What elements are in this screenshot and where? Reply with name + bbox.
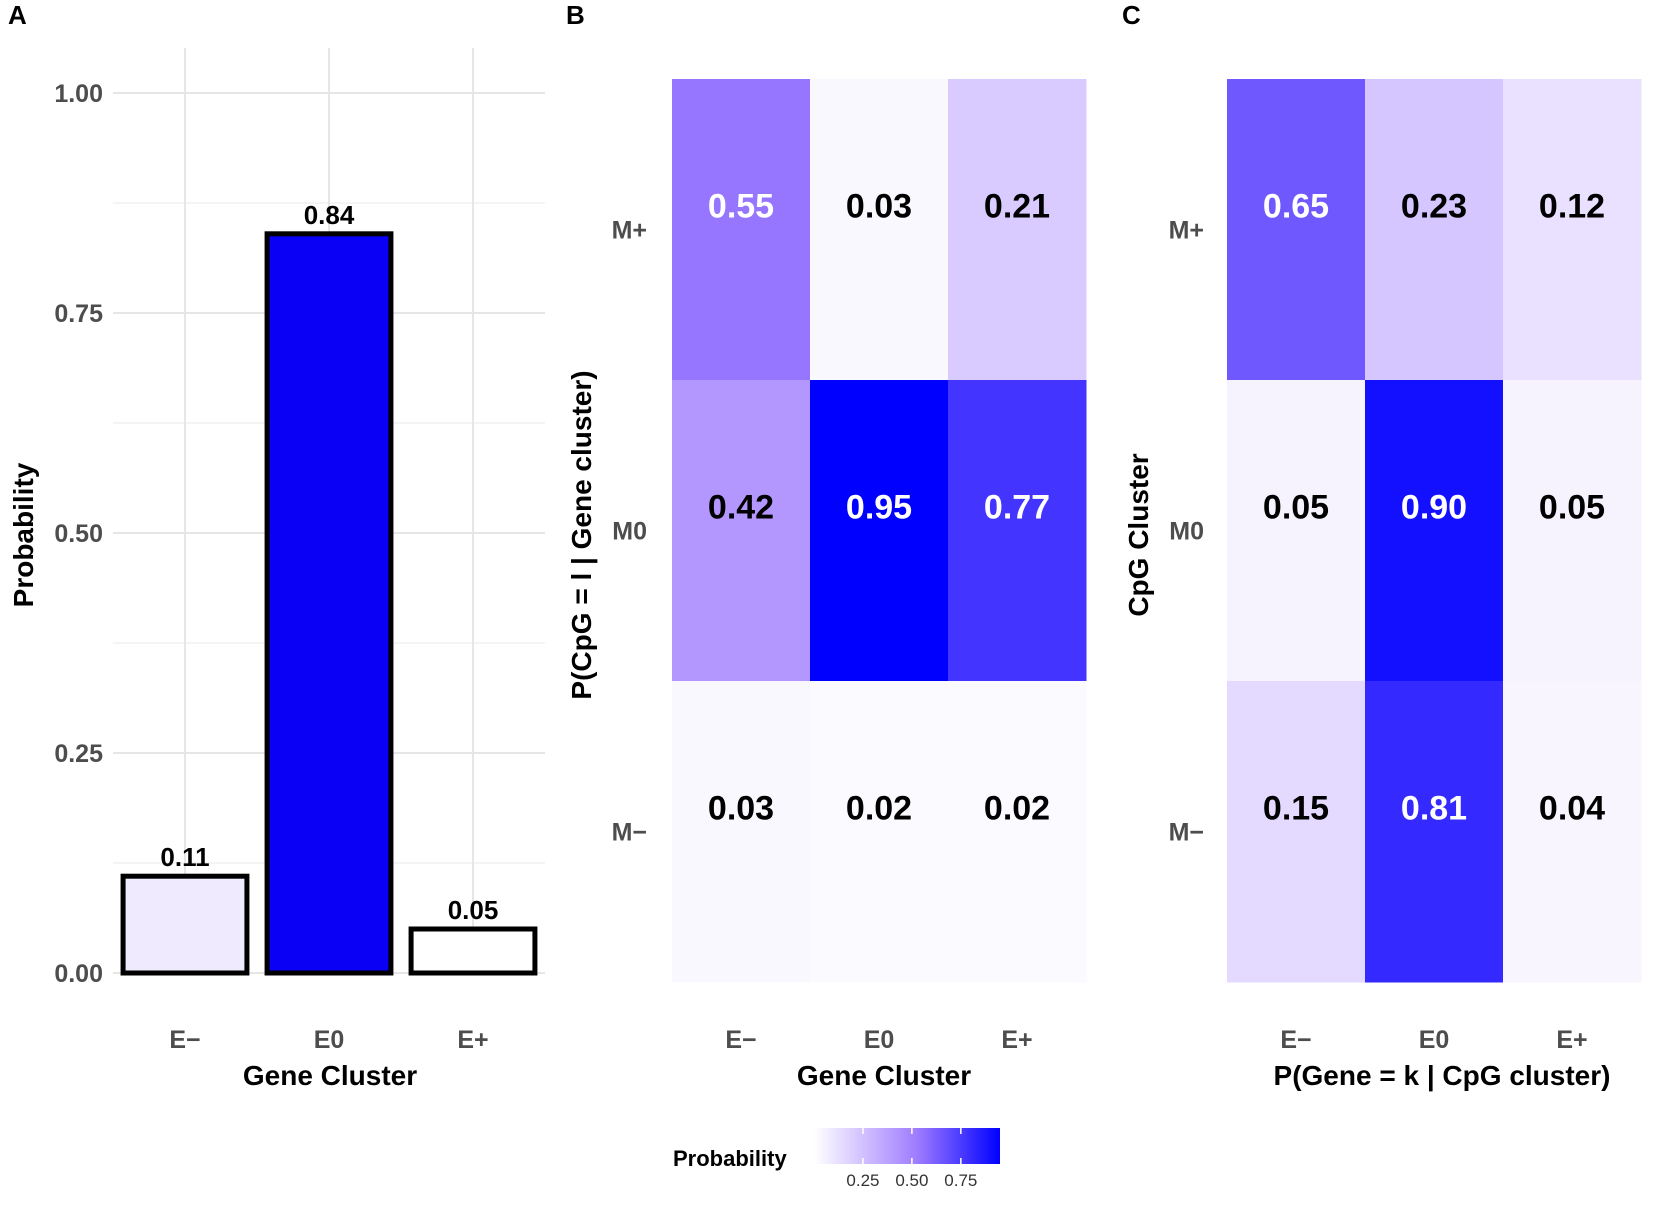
bar (408, 926, 538, 976)
y-tick-label: M− (1169, 819, 1204, 847)
heatmap-cell (672, 380, 811, 682)
heatmap-cell (948, 79, 1087, 381)
legend-ticks: 0.25 0.50 0.75 (846, 1128, 977, 1190)
heatmap-cell (1503, 681, 1642, 983)
y-tick-label: M0 (1169, 518, 1204, 546)
heatmap-cell-label: 0.05 (1539, 488, 1605, 526)
heatmap-b-y-ticks: M+ M0 M− (612, 217, 647, 847)
heatmap-b-cells (672, 79, 1087, 983)
heatmap-c-panel: 0.65 0.23 0.120.05 0.90 0.050.15 0.81 0.04 M+M… (1123, 79, 1642, 1091)
panel-b-letter: B (566, 0, 585, 30)
legend-title: Probability (673, 1146, 787, 1171)
heatmap-cell-label: 0.65 (1263, 187, 1329, 225)
y-tick-label: 0.00 (54, 960, 103, 988)
heatmap-cell-label: 0.21 (984, 187, 1050, 225)
heatmap-cell-label: 0.02 (984, 789, 1050, 827)
legend-tick-label: 0.25 (846, 1171, 879, 1190)
panel-c-letter: C (1122, 0, 1141, 30)
bar-chart-bars (120, 231, 538, 976)
bar-value-label: 0.05 (448, 895, 499, 925)
x-tick-label: E− (1280, 1026, 1311, 1054)
heatmap-c-y-ticks: M+ M0 M− (1169, 217, 1204, 847)
heatmap-cell-label: 0.15 (1263, 789, 1329, 827)
heatmap-cell (810, 380, 949, 682)
y-tick-label: 0.25 (54, 740, 103, 768)
heatmap-cell (1503, 79, 1642, 381)
y-tick-label: M+ (612, 217, 647, 245)
heatmap-b-x-title: Gene Cluster (797, 1060, 971, 1091)
x-tick-label: E0 (314, 1026, 345, 1054)
y-tick-label: 0.50 (54, 520, 103, 548)
bar-chart-panel: 0.00 0.25 0.50 0.75 1.00 0.11 0.84 0.05 E− E0 E+… (8, 48, 545, 1091)
heatmap-b-panel: 0.55 0.03 0.210.42 0.95 0.770.03 0.02 0.02 M+M… (566, 79, 1087, 1091)
y-tick-label: 0.75 (54, 300, 103, 328)
heatmap-cell-label: 0.02 (846, 789, 912, 827)
legend-tick-label: 0.75 (944, 1171, 977, 1190)
heatmap-b-y-title: P(CpG = l | Gene cluster) (566, 370, 597, 699)
legend-colorbar (814, 1128, 1000, 1164)
heatmap-cell-label: 0.03 (708, 789, 774, 827)
heatmap-cell-label: 0.55 (708, 187, 774, 225)
heatmap-c-x-ticks: E− E0 E+ (1280, 1026, 1587, 1054)
heatmap-b-x-ticks: E− E0 E+ (725, 1026, 1032, 1054)
x-tick-label: E0 (864, 1026, 895, 1054)
heatmap-cell-label: 0.12 (1539, 187, 1605, 225)
heatmap-cell (1227, 79, 1366, 381)
heatmap-cell (810, 681, 949, 983)
legend-tick-label: 0.50 (895, 1171, 928, 1190)
y-tick-label: M− (612, 819, 647, 847)
bar-chart-y-title: Probability (8, 462, 39, 607)
bar-chart-value-labels: 0.11 0.84 0.05 (160, 200, 498, 925)
x-tick-label: E+ (1001, 1026, 1032, 1054)
heatmap-c-cells (1227, 79, 1642, 983)
bar-chart-y-ticks: 0.00 0.25 0.50 0.75 1.00 (54, 80, 103, 988)
heatmap-cell-label: 0.81 (1401, 789, 1467, 827)
heatmap-cell (948, 380, 1087, 682)
x-tick-label: E+ (1556, 1026, 1587, 1054)
heatmap-cell (948, 681, 1087, 983)
y-tick-label: M0 (612, 518, 647, 546)
heatmap-c-x-title: P(Gene = k | CpG cluster) (1274, 1060, 1611, 1091)
heatmap-cell (1365, 79, 1504, 381)
x-tick-label: E+ (457, 1026, 488, 1054)
bar-value-label: 0.11 (160, 842, 209, 872)
bar-chart-x-ticks: E− E0 E+ (169, 1026, 488, 1054)
heatmap-b-cell-labels: 0.55 0.03 0.21 0.42 0.95 0.77 0.03 0.02 0.02 (708, 187, 1050, 827)
heatmap-cell-label: 0.04 (1539, 789, 1605, 827)
heatmap-c-y-title: CpG Cluster (1123, 453, 1154, 616)
x-tick-label: E0 (1419, 1026, 1450, 1054)
heatmap-cell-label: 0.05 (1263, 488, 1329, 526)
heatmap-cell (1365, 681, 1504, 983)
heatmap-cell (1503, 380, 1642, 682)
x-tick-label: E− (725, 1026, 756, 1054)
heatmap-cell-label: 0.90 (1401, 488, 1467, 526)
heatmap-cell (672, 681, 811, 983)
heatmap-cell-label: 0.42 (708, 488, 774, 526)
y-tick-label: 1.00 (54, 80, 103, 108)
heatmap-cell (1227, 681, 1366, 983)
heatmap-cell-label: 0.95 (846, 488, 912, 526)
x-tick-label: E− (169, 1026, 200, 1054)
heatmap-cell-label: 0.03 (846, 187, 912, 225)
bar (120, 873, 250, 976)
heatmap-cell (1365, 380, 1504, 682)
heatmap-c-cell-labels: 0.65 0.23 0.12 0.05 0.90 0.05 0.15 0.81 0.04 (1263, 187, 1605, 827)
y-tick-label: M+ (1169, 217, 1204, 245)
heatmap-cell (810, 79, 949, 381)
panel-a-letter: A (8, 0, 27, 30)
color-legend: Probability 0.25 0.50 0.75 (673, 1128, 1000, 1190)
bar (264, 231, 394, 976)
heatmap-cell (672, 79, 811, 381)
heatmap-cell (1227, 380, 1366, 682)
bar-chart-x-title: Gene Cluster (243, 1060, 417, 1091)
heatmap-cell-label: 0.23 (1401, 187, 1467, 225)
bar-value-label: 0.84 (304, 200, 355, 230)
heatmap-cell-label: 0.77 (984, 488, 1050, 526)
